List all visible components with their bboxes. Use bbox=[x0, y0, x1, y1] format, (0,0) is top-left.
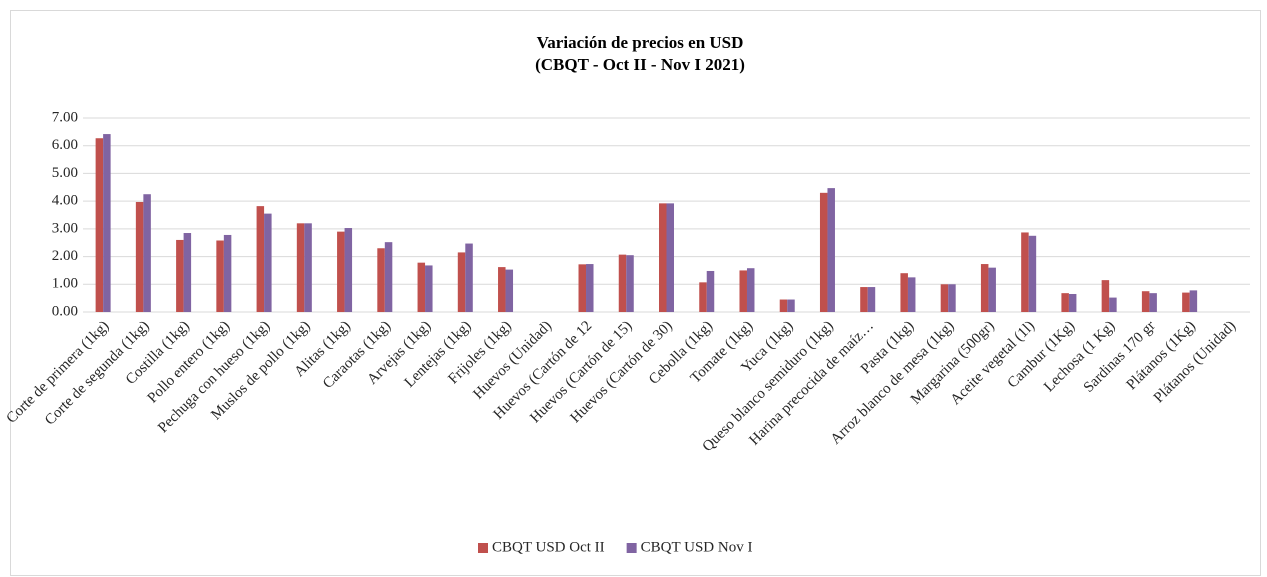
bar bbox=[1021, 232, 1029, 312]
bar bbox=[1061, 293, 1069, 312]
bar bbox=[988, 267, 996, 312]
bar bbox=[256, 206, 265, 312]
bar bbox=[223, 234, 232, 312]
bar bbox=[867, 287, 876, 312]
bar bbox=[940, 284, 949, 312]
bar bbox=[900, 273, 908, 312]
bar bbox=[787, 299, 795, 312]
bar bbox=[1182, 292, 1190, 312]
bar bbox=[1068, 293, 1077, 312]
legend-swatch bbox=[626, 543, 637, 553]
y-tick-label: 0.00 bbox=[52, 303, 78, 319]
bar bbox=[779, 299, 788, 312]
chart-title: Variación de precios en USD bbox=[537, 33, 744, 52]
y-tick-label: 1.00 bbox=[52, 276, 78, 292]
y-tick-label: 4.00 bbox=[52, 193, 78, 209]
bar bbox=[505, 269, 514, 312]
bar bbox=[417, 262, 426, 312]
bar bbox=[95, 138, 104, 312]
chart-border bbox=[10, 10, 1261, 576]
bar bbox=[1189, 290, 1198, 312]
legend-label: CBQT USD Nov I bbox=[641, 539, 753, 555]
bar bbox=[699, 282, 707, 312]
bar bbox=[827, 188, 835, 312]
bar bbox=[457, 252, 466, 312]
bar bbox=[1028, 235, 1037, 312]
bar bbox=[860, 287, 868, 312]
bar bbox=[739, 270, 747, 312]
y-tick-label: 6.00 bbox=[52, 137, 78, 153]
bar bbox=[819, 192, 828, 312]
bar bbox=[425, 265, 433, 312]
bar bbox=[337, 231, 345, 312]
bar bbox=[578, 264, 587, 312]
bar bbox=[344, 228, 353, 312]
bar bbox=[183, 233, 192, 312]
y-tick-label: 7.00 bbox=[52, 109, 78, 125]
bar bbox=[980, 264, 989, 312]
bar bbox=[1141, 291, 1150, 312]
y-tick-label: 5.00 bbox=[52, 165, 78, 181]
bar bbox=[659, 203, 667, 312]
bar bbox=[1101, 280, 1110, 312]
bar bbox=[1149, 293, 1157, 312]
bar bbox=[948, 284, 956, 312]
bar bbox=[143, 194, 151, 312]
bar bbox=[296, 223, 305, 312]
bar bbox=[384, 242, 393, 312]
bar bbox=[264, 213, 272, 312]
bar bbox=[1109, 297, 1117, 312]
bar bbox=[907, 277, 916, 312]
bar bbox=[706, 270, 715, 312]
bar bbox=[135, 201, 144, 312]
legend-swatch bbox=[478, 543, 488, 553]
bar bbox=[216, 240, 224, 312]
bar bbox=[176, 239, 184, 312]
legend-label: CBQT USD Oct II bbox=[492, 539, 605, 555]
bar bbox=[626, 255, 634, 312]
bar bbox=[498, 267, 506, 312]
bar bbox=[746, 268, 755, 312]
bar bbox=[304, 223, 312, 312]
bar bbox=[586, 264, 594, 312]
bar bbox=[618, 254, 627, 312]
bar bbox=[465, 243, 473, 312]
chart-subtitle: (CBQT - Oct II - Nov I 2021) bbox=[535, 55, 745, 74]
y-tick-label: 2.00 bbox=[52, 248, 78, 264]
bar bbox=[377, 248, 385, 312]
bar bbox=[666, 203, 674, 312]
y-tick-label: 3.00 bbox=[52, 220, 78, 236]
bar bbox=[103, 134, 111, 312]
